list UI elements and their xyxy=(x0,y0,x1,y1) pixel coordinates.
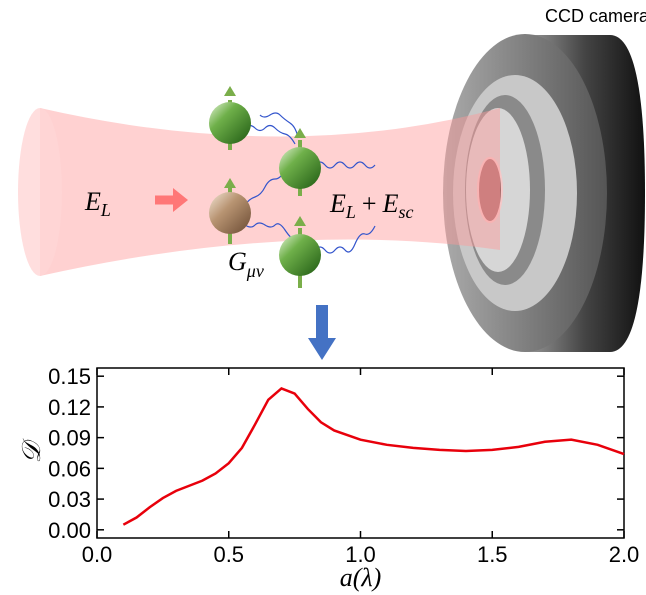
x-tick-label: 0.5 xyxy=(213,542,244,567)
green-function: Gμν xyxy=(228,247,264,281)
camera-label: CCD camera xyxy=(545,6,646,26)
y-tick-label: 0.00 xyxy=(48,518,91,543)
plot-frame xyxy=(97,368,624,538)
y-tick-label: 0.06 xyxy=(48,456,91,481)
y-tick-label: 0.12 xyxy=(48,395,91,420)
x-tick-label: 1.5 xyxy=(477,542,508,567)
figure: CCD camera EL EL+Esc Gμν 0.000.030.060.0… xyxy=(0,0,646,595)
x-tick-label: 2.0 xyxy=(609,542,640,567)
y-tick-label: 0.09 xyxy=(48,426,91,451)
data-line xyxy=(123,388,624,524)
x-tick-label: 0.0 xyxy=(82,542,113,567)
y-axis-label: 𝒟 xyxy=(17,438,46,463)
down-arrow xyxy=(308,338,336,360)
y-tick-label: 0.03 xyxy=(48,487,91,512)
beam-end xyxy=(18,108,62,276)
laser-beam xyxy=(40,108,500,276)
x-axis-label: a(λ) xyxy=(340,563,382,592)
y-tick-label: 0.15 xyxy=(48,364,91,389)
